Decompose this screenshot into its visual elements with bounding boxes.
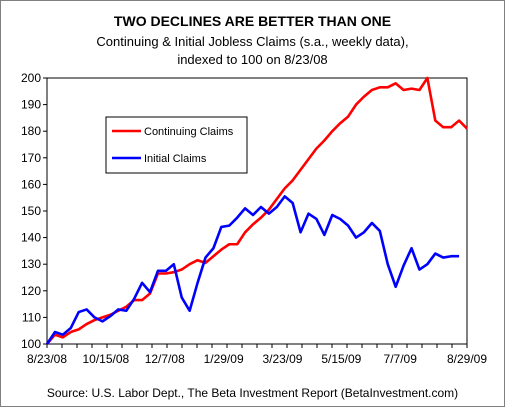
chart-subtitle-line-1: Continuing & Initial Jobless Claims (s.a…: [96, 34, 408, 49]
series-layer: [45, 76, 468, 345]
x-tick-label: 10/15/08: [83, 352, 130, 366]
y-tick-label: 130: [21, 257, 41, 271]
y-tick-label: 160: [21, 177, 41, 191]
y-tick-label: 110: [22, 310, 41, 324]
source-note: Source: U.S. Labor Dept., The Beta Inves…: [47, 386, 458, 400]
legend-label-initial: Initial Claims: [144, 153, 207, 165]
y-tick-label: 120: [21, 284, 41, 298]
x-tick-label: 8/29/09: [447, 352, 487, 366]
x-tick-label: 1/29/09: [204, 352, 244, 366]
series-line-initial-claims: [45, 195, 460, 345]
y-tick-label: 200: [21, 71, 41, 85]
x-axis: 8/23/08 10/15/08 12/7/08 1/29/09 3/23/09 5/15…: [27, 344, 487, 366]
x-tick-label: 12/7/08: [145, 352, 185, 366]
y-tick-label: 150: [21, 204, 41, 218]
chart-title: TWO DECLINES ARE BETTER THAN ONE: [114, 13, 391, 29]
y-tick-label: 170: [21, 151, 41, 165]
y-tick-label: 180: [21, 124, 41, 138]
legend: Continuing Claims Initial Claims: [105, 116, 248, 174]
y-tick-label: 190: [21, 98, 41, 112]
y-tick-label: 140: [21, 231, 41, 245]
y-axis: 100 110 120 130 140 150 160 170 180 190 200: [21, 71, 47, 351]
y-tick-label: 100: [21, 337, 41, 351]
x-tick-label: 8/23/08: [27, 352, 67, 366]
legend-label-continuing: Continuing Claims: [144, 126, 234, 138]
x-tick-label: 3/23/09: [262, 352, 302, 366]
x-tick-label: 7/7/09: [384, 352, 418, 366]
x-tick-label: 5/15/09: [321, 352, 361, 366]
chart-subtitle-line-2: indexed to 100 on 8/23/08: [177, 52, 327, 67]
legend-box: [105, 116, 248, 174]
